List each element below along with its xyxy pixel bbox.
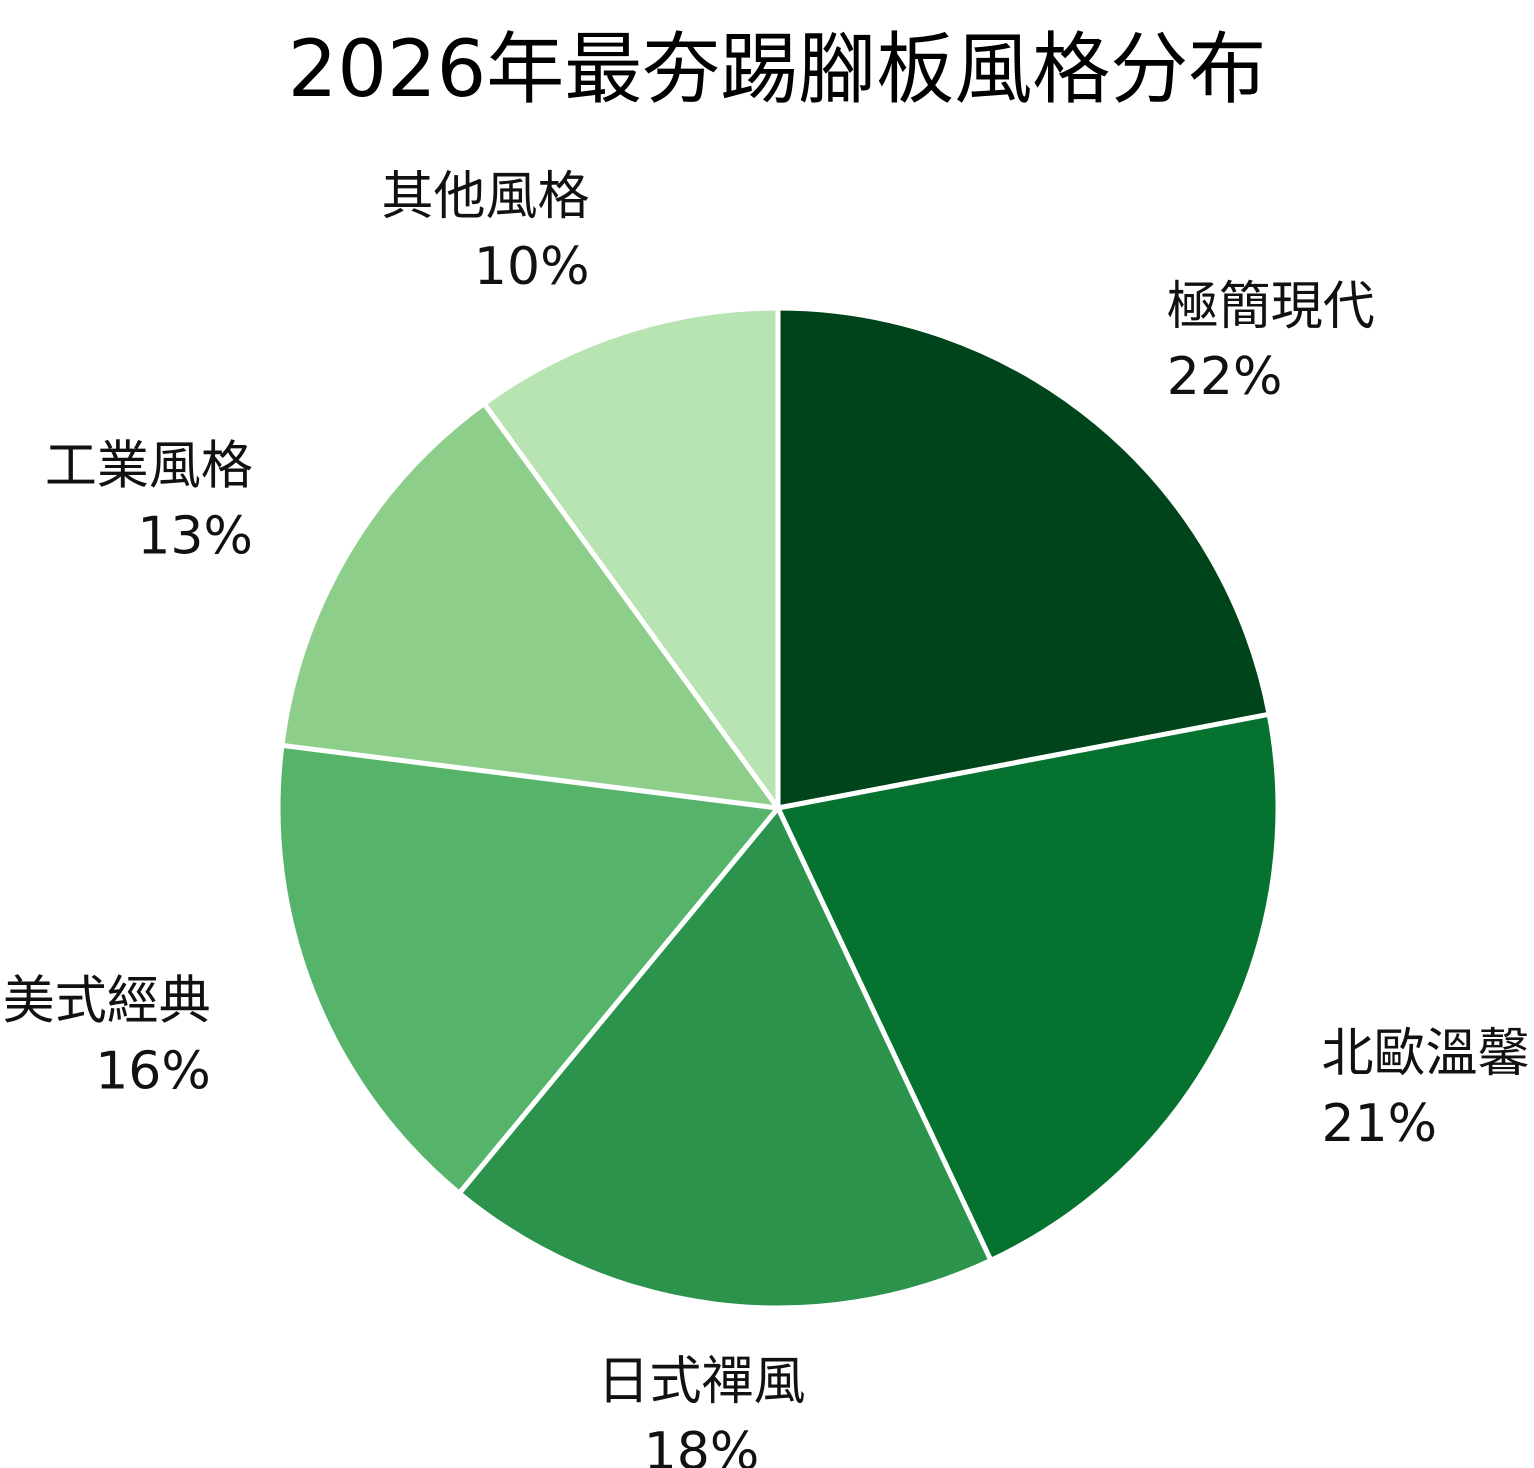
- slice-label-3: 日式禪風: [597, 1352, 805, 1412]
- pie-slice-3: [456, 805, 994, 1311]
- slice-percent-1: 22%: [1167, 347, 1283, 407]
- pie-slice-2: [775, 711, 1281, 1263]
- slice-percent-2: 21%: [1322, 1094, 1438, 1154]
- pie-slice-5: [279, 400, 781, 811]
- slice-percent-5: 13%: [137, 507, 253, 567]
- slice-percent-3: 18%: [644, 1422, 760, 1468]
- slice-percent-6: 10%: [474, 237, 590, 297]
- slice-label-4: 美式經典: [3, 972, 211, 1032]
- pie-labels: 極簡現代 22% 北歐溫馨 21% 日式禪風 18% 美式經典 16% 工業風格 13% 其他風格 1…: [3, 167, 1530, 1468]
- pie-slice-6: [481, 305, 781, 811]
- pie-slices: [275, 305, 1281, 1311]
- chart-title: 2026年最夯踢腳板風格分布: [288, 25, 1267, 115]
- slice-label-2: 北歐溫馨: [1322, 1024, 1530, 1084]
- slice-label-6: 其他風格: [381, 167, 589, 227]
- slice-label-1: 極簡現代: [1167, 277, 1375, 337]
- slice-percent-4: 16%: [95, 1042, 211, 1102]
- pie-slice-1: [775, 305, 1272, 811]
- slice-label-5: 工業風格: [45, 437, 253, 497]
- pie-slice-4: [275, 742, 781, 1196]
